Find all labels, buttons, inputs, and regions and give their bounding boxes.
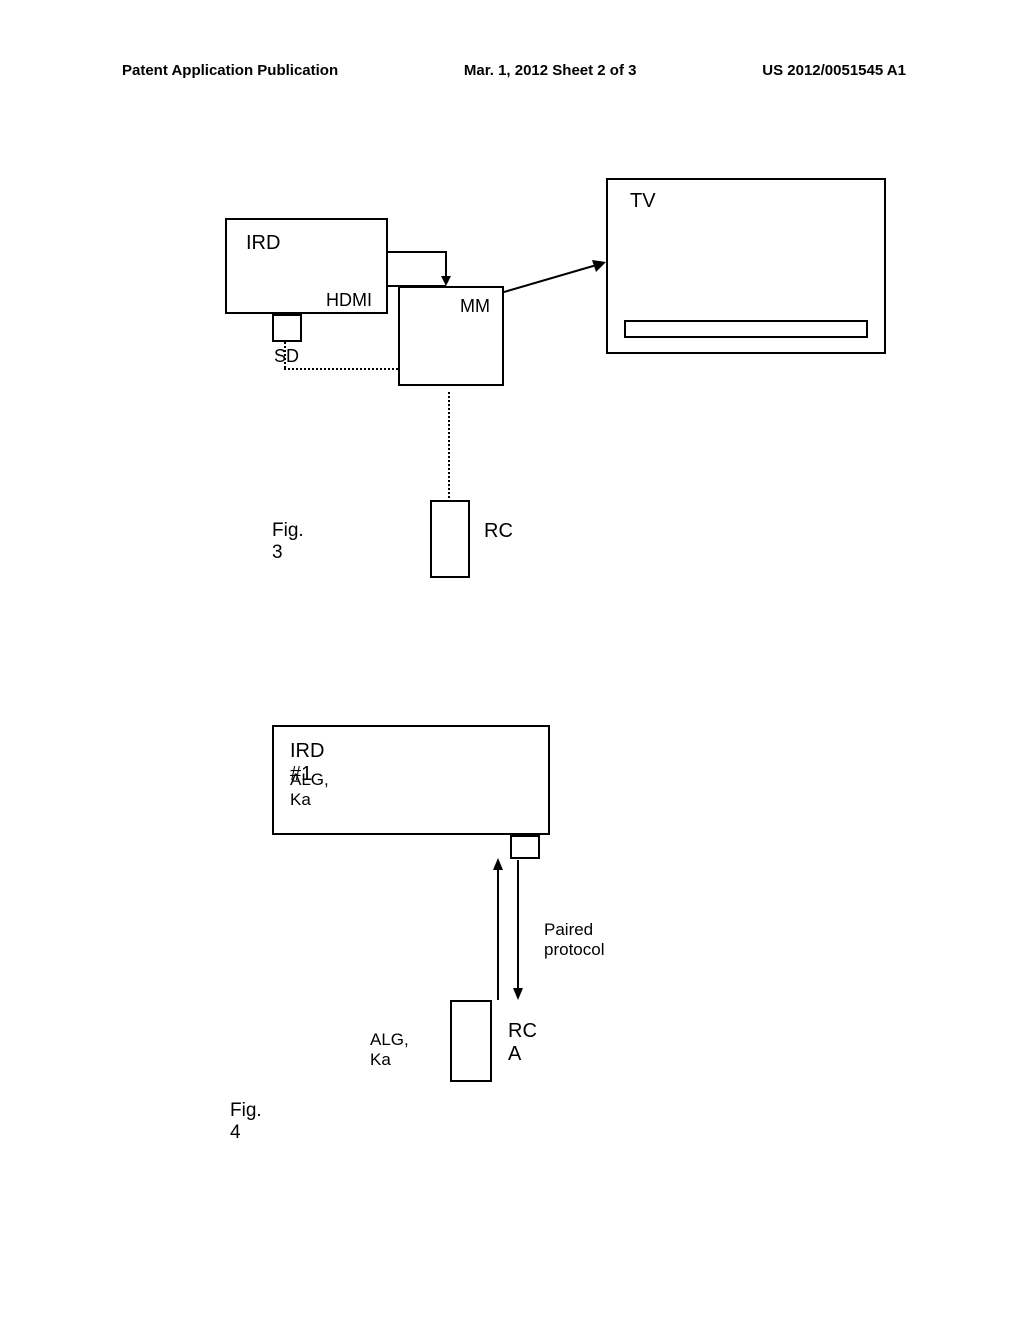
paired-protocol-label: Paired protocol [544,920,604,960]
paired-protocol-arrows [0,0,1024,1200]
fig4-caption: Fig. 4 [230,1100,262,1144]
